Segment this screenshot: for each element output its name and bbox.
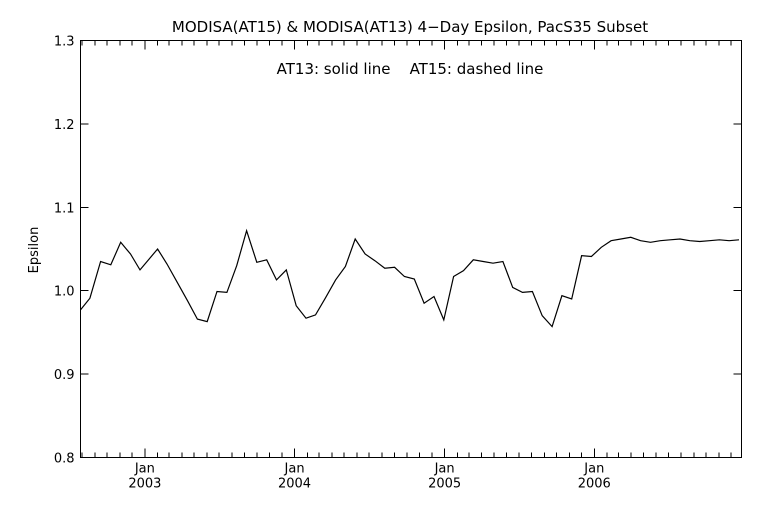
x-tick-month-label: Jan: [134, 462, 155, 477]
y-axis: 0.8 0.9 1.0 1.1 1.2 1.3: [54, 35, 742, 467]
series-line-solid: [80, 228, 740, 328]
y-tick-label: 1.1: [54, 201, 75, 216]
y-tick-label: 1.3: [54, 35, 75, 50]
x-tick-month-label: Jan: [284, 462, 305, 477]
x-tick-year-label: 2005: [428, 477, 461, 492]
x-tick-year-label: 2004: [278, 477, 311, 492]
x-tick-year-label: 2003: [128, 477, 161, 492]
chart-title: MODISA(AT15) & MODISA(AT13) 4−Day Epsilo…: [172, 18, 648, 36]
y-tick-label: 0.9: [54, 368, 75, 383]
x-tick-month-label: Jan: [434, 462, 455, 477]
y-tick-label: 1.0: [54, 285, 75, 300]
y-tick-label: 1.2: [54, 118, 75, 133]
x-tick-year-label: 2006: [578, 477, 611, 492]
chart-annotation: AT13: solid line AT15: dashed line: [277, 60, 544, 78]
y-tick-label: 0.8: [54, 452, 75, 467]
series-group: [80, 228, 740, 328]
plot-frame: [80, 40, 742, 458]
y-axis-label: Epsilon: [27, 227, 42, 274]
x-tick-month-label: Jan: [583, 462, 604, 477]
